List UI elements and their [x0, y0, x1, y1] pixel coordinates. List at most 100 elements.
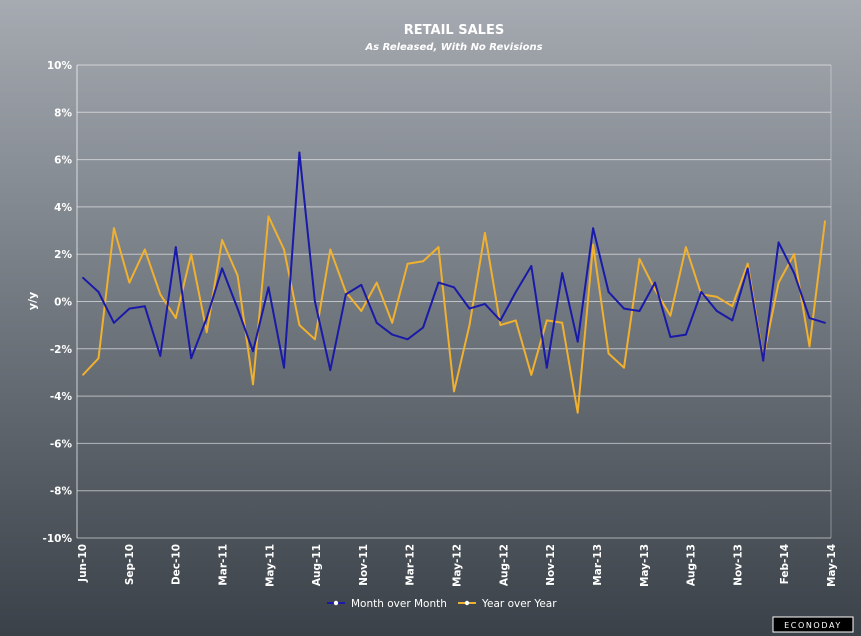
data-point: [205, 331, 208, 334]
data-point: [468, 307, 471, 310]
data-point: [422, 260, 424, 263]
data-point: [391, 321, 394, 324]
data-point: [344, 293, 347, 296]
y-tick-label: 6%: [54, 155, 72, 167]
brand-logo: ECONODAY: [772, 616, 854, 633]
legend: Month over Month Year over Year: [327, 598, 557, 610]
data-point: [267, 215, 270, 218]
legend-item-yoy: Year over Year: [458, 598, 557, 610]
data-point: [236, 307, 239, 310]
legend-label-mom: Month over Month: [351, 598, 447, 610]
y-tick-label: 2%: [54, 249, 72, 261]
data-point: [685, 333, 687, 336]
data-point: [499, 319, 502, 322]
data-point: [329, 248, 332, 251]
data-point: [375, 281, 378, 284]
y-axis-label: y/y: [26, 292, 39, 310]
brand-text: ECONODAY: [784, 621, 842, 630]
data-point: [824, 220, 826, 223]
data-point: [190, 253, 193, 256]
data-point: [545, 366, 548, 369]
data-point: [143, 305, 146, 308]
data-point: [638, 310, 641, 312]
data-point: [82, 276, 84, 279]
data-point: [406, 262, 409, 265]
legend-marker-mom: [333, 600, 339, 606]
data-point: [391, 333, 394, 336]
data-point: [314, 300, 316, 303]
data-point: [623, 366, 625, 369]
y-tick-label: 4%: [54, 202, 72, 214]
data-point: [298, 324, 301, 326]
x-tick-label: Sep-10: [124, 544, 136, 585]
y-tick-label: 10%: [47, 60, 73, 72]
x-tick-label: Nov-11: [358, 544, 370, 586]
data-point: [607, 352, 610, 355]
x-tick-label: May-14: [826, 544, 838, 587]
data-point: [592, 227, 594, 230]
data-point: [576, 411, 579, 414]
data-point: [530, 265, 533, 267]
y-tick-label: -2%: [50, 344, 73, 356]
x-tick-label: Nov-13: [732, 544, 744, 586]
x-tick-label: May-11: [264, 544, 276, 587]
data-point: [793, 253, 795, 256]
data-point: [174, 317, 177, 319]
data-point: [406, 338, 409, 341]
data-point: [236, 274, 239, 277]
data-point: [283, 248, 285, 251]
data-point: [561, 321, 564, 324]
data-point: [344, 291, 347, 293]
data-point: [746, 262, 749, 265]
data-point: [545, 319, 548, 322]
brand-box: [772, 616, 854, 633]
data-point: [437, 281, 440, 284]
y-tick-label: 8%: [54, 107, 72, 119]
data-point: [298, 151, 301, 154]
data-point: [793, 272, 795, 274]
data-point: [514, 291, 517, 293]
series-mom: [82, 151, 826, 372]
x-tick-label: Aug-11: [311, 544, 323, 586]
data-point: [252, 383, 254, 386]
legend-marker-yoy: [464, 600, 470, 606]
x-tick-label: Mar-11: [217, 544, 229, 586]
data-point: [762, 359, 765, 362]
data-point: [422, 326, 424, 329]
x-tick-label: May-12: [452, 544, 464, 587]
x-tick-label: Mar-13: [592, 544, 604, 586]
data-point: [143, 248, 146, 251]
data-point: [360, 310, 363, 312]
data-point: [592, 243, 594, 246]
chart-subtitle: As Released, With No Revisions: [364, 42, 542, 53]
data-point: [685, 246, 687, 249]
data-point: [283, 366, 285, 369]
data-point: [159, 355, 162, 357]
data-point: [437, 246, 440, 249]
data-point: [453, 390, 455, 393]
data-point: [499, 324, 502, 326]
data-point: [715, 295, 718, 298]
data-point: [190, 357, 193, 360]
y-tick-label: -8%: [50, 486, 73, 498]
data-point: [221, 267, 224, 270]
data-point: [514, 319, 517, 322]
y-tick-label: -6%: [50, 438, 73, 450]
data-point: [731, 305, 734, 308]
data-point: [252, 350, 254, 353]
y-tick-labels: 10% 8% 6% 4% 2% 0% -2% -4% -6% -8% -10%: [43, 60, 73, 545]
chart-title: RETAIL SALES: [404, 23, 504, 38]
y-tick-label: -10%: [43, 533, 73, 545]
data-point: [808, 345, 811, 348]
data-point: [205, 317, 208, 319]
y-tick-label: 0%: [54, 297, 72, 309]
data-point: [777, 241, 780, 244]
data-point: [453, 286, 455, 289]
data-point: [484, 232, 486, 234]
data-point: [715, 310, 718, 312]
y-tick-label: -4%: [50, 391, 73, 403]
data-point: [97, 291, 100, 293]
